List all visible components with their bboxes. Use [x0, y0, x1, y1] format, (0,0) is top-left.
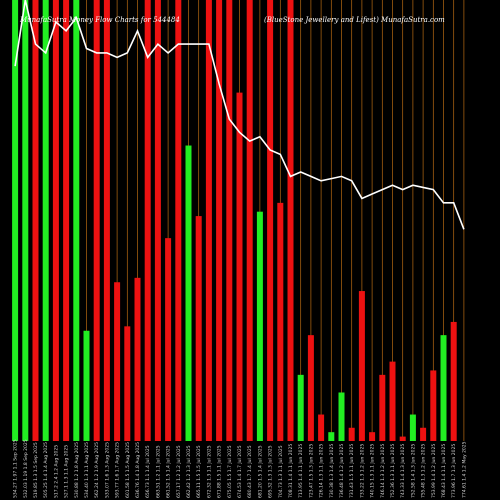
bar-down: [124, 326, 131, 441]
x-tick-label: 753.99 1.4 1.2 Jun 2025: [431, 444, 437, 498]
x-tick-label: 736.48 1.4 1.2 Jun 2025: [339, 444, 345, 498]
bar-down: [399, 436, 406, 441]
x-tick-label: 774.61 1.4 1.2 May 2025: [461, 441, 467, 498]
x-tick-label: 674.53 1.4 1.7 Jul 2025: [237, 445, 243, 498]
x-tick-label: 519.85 1.3 1.5 Sep 2025: [33, 442, 39, 498]
x-tick-label: 752.58 1.4 1.3 Jun 2025: [410, 444, 416, 498]
x-tick-label: 532.03 1.19 1.8 Sep 2025: [23, 439, 29, 498]
x-tick-label: 534.40 1.3 1.1 Aug 2025: [84, 442, 90, 498]
bar-down: [267, 0, 274, 441]
bar-down: [134, 277, 141, 441]
bar-down: [93, 0, 100, 441]
bar-down: [287, 0, 294, 441]
x-tick-label: 663.51 1.2 1.1 Jul 2025: [155, 445, 161, 498]
x-tick-label: 505.25 1.4 1.4 Aug 2025: [43, 442, 49, 498]
x-tick-label: 723.47 1.5 1.3 Jun 2025: [308, 444, 314, 498]
bar-down: [32, 0, 39, 441]
x-tick-label: 680.43 1.7 1.4 Jul 2025: [247, 445, 253, 498]
chart-title-left: MunafaSutra Money Flow Charts for 544484: [19, 16, 180, 24]
bar-up: [440, 335, 447, 441]
x-tick-label: 730.38 1.3 1.4 Jun 2025: [329, 444, 335, 498]
bar-down: [205, 0, 212, 441]
bar-down: [144, 0, 151, 441]
bar-up: [22, 0, 29, 441]
x-tick-label: 752.36 1.3 1.1 Jun 2025: [390, 444, 396, 498]
x-tick-labels: 534.27 1.97 1.1 Sep 2025 532.03 1.19 1.8 …: [13, 439, 468, 498]
bar-down: [52, 0, 59, 441]
bar-down: [318, 414, 325, 441]
x-tick-label: 695.32 1.3 1.3 Jul 2025: [268, 445, 274, 498]
x-tick-label: 517.2 2.4 1.2 Aug 2025: [53, 445, 59, 498]
x-tick-label: 530.88 1.2 1.8 Aug 2025: [74, 442, 80, 498]
bar-up: [297, 374, 304, 441]
x-tick-label: 681.20 1.5 1.4 Jul 2025: [257, 445, 263, 498]
bar-down: [379, 374, 386, 441]
bar-down: [246, 0, 253, 441]
bar-down: [154, 0, 161, 441]
bar-down: [369, 432, 376, 441]
bar-down: [165, 238, 172, 441]
x-tick-label: 671.88 1.5 1.1 Jul 2025: [217, 445, 223, 498]
x-tick-label: 636.76 1.4 1.8 Aug 2025: [135, 442, 141, 498]
bar-down: [114, 282, 121, 441]
bar-down: [420, 427, 427, 441]
bar-up: [42, 0, 49, 441]
bar-up: [256, 211, 263, 441]
x-tick-label: 726.14 1.3 1.1 Jun 2025: [319, 444, 325, 498]
x-tick-label: 662.42 1.2 1.3 Jul 2025: [186, 445, 192, 498]
bar-up: [12, 0, 19, 441]
bar-down: [236, 92, 243, 442]
x-tick-label: 713.95 1.4 1.1 Jun 2025: [298, 444, 304, 498]
chart-title-right: (BlueStone Jewellery and Lifest) MunafaS…: [264, 16, 445, 24]
x-tick-label: 672.32 1.3 1.1 Jul 2025: [206, 445, 212, 498]
bar-down: [175, 0, 182, 441]
bar-down: [195, 216, 202, 441]
x-tick-label: 743.33 1.4 1.3 Jun 2025: [400, 444, 406, 498]
x-tick-label: 755.48 1.3 1.2 Jun 2025: [421, 444, 427, 498]
bar-up: [409, 414, 416, 441]
bar-down: [348, 427, 355, 441]
x-tick-label: 562.24 1.2 1.9 Aug 2025: [94, 442, 100, 498]
bar-down: [63, 0, 70, 441]
bar-down: [103, 0, 110, 441]
x-tick-label: 527.1 1.3 1.1 Aug 2025: [64, 445, 70, 498]
bar-up: [83, 330, 90, 441]
bar-down: [430, 370, 437, 441]
x-tick-label: 731.43 1.5 1.1 Jun 2025: [349, 444, 355, 498]
x-tick-label: 768.43 1.4 1.1 Jun 2025: [441, 444, 447, 498]
bar-up: [73, 0, 80, 441]
x-tick-label: 675.05 1.5 1.7 Jul 2025: [227, 445, 233, 498]
bar-down: [277, 202, 284, 441]
x-tick-label: 533.07 1.6 1.3 Aug 2025: [104, 442, 110, 498]
bar-down: [226, 0, 233, 441]
bar-up: [338, 392, 345, 441]
bar-down: [216, 0, 223, 441]
bar-down: [307, 335, 314, 441]
x-tick-label: 656.73 1.1 1.4 Jul 2025: [145, 445, 151, 498]
price-line: [14, 0, 465, 230]
x-tick-label: 661.52 1.5 1.4 Jul 2025: [166, 445, 172, 498]
bar-down: [450, 321, 457, 441]
x-tick-label: 665.11 1.5 1.5 Jul 2025: [196, 445, 202, 498]
x-tick-label: 601.58 1.5 1.5 Aug 2025: [125, 442, 131, 498]
x-tick-label: 740.15 1.3 1.1 Jun 2025: [370, 444, 376, 498]
x-tick-label: 746.14 1.3 1.2 Jun 2025: [380, 444, 386, 498]
x-tick-label: 534.27 1.97 1.1 Sep 2025: [13, 439, 19, 498]
bars: [12, 0, 457, 442]
bar-up: [185, 145, 192, 441]
x-tick-label: 773.96 1.7 1.3 Jun 2025: [451, 444, 457, 498]
x-tick-label: 704.73 1.3 1.1 Jul 2025: [278, 445, 284, 498]
bar-down: [358, 291, 365, 441]
bar-down: [389, 361, 396, 441]
x-tick-label: 657.17 1.2 1.2 Jul 2025: [176, 445, 182, 498]
bar-up: [328, 432, 335, 441]
x-tick-label: 733.22 1.3 1.2 Jun 2025: [359, 444, 365, 498]
x-tick-label: 593.77 1.6 1.7 Aug 2025: [115, 442, 121, 498]
x-tick-label: 708.31 1.4 1.1 Jun 2025: [288, 444, 294, 498]
